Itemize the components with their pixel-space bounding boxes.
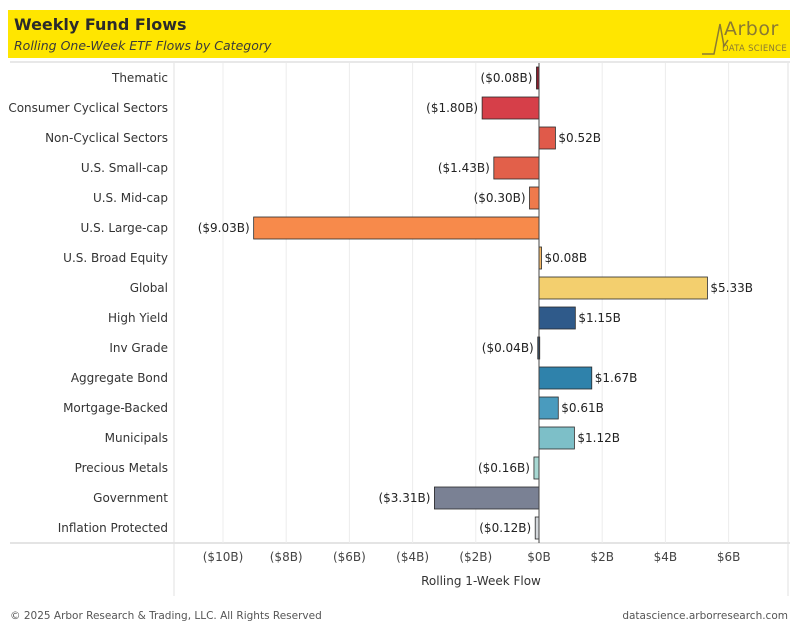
data-label: $0.52B (558, 131, 601, 145)
data-label: ($0.04B) (482, 341, 534, 355)
data-label: $5.33B (710, 281, 753, 295)
bar (481, 96, 540, 120)
bar (538, 366, 593, 390)
category-label: Global (130, 281, 168, 295)
data-label: $1.15B (578, 311, 621, 325)
category-label: Precious Metals (75, 461, 168, 475)
x-tick-label: ($10B) (203, 550, 244, 564)
x-tick-label: $4B (654, 550, 678, 564)
data-label: ($0.30B) (474, 191, 526, 205)
data-label: ($1.43B) (438, 161, 490, 175)
x-tick-label: ($6B) (333, 550, 366, 564)
category-label: Municipals (105, 431, 168, 445)
bar (533, 456, 540, 480)
category-label: U.S. Large-cap (80, 221, 168, 235)
chart-title: Weekly Fund Flows (14, 15, 187, 34)
category-label: High Yield (108, 311, 168, 325)
data-label: ($0.12B) (479, 521, 531, 535)
data-label: ($3.31B) (378, 491, 430, 505)
bar (434, 486, 540, 510)
x-axis-title: Rolling 1-Week Flow (421, 574, 541, 588)
category-label: Inv Grade (109, 341, 168, 355)
arbor-logo-icon (702, 23, 729, 55)
category-label: U.S. Mid-cap (93, 191, 168, 205)
category-label: U.S. Broad Equity (63, 251, 168, 265)
footer-site-link[interactable]: datascience.arborresearch.com (622, 610, 788, 622)
x-tick-label: ($8B) (270, 550, 303, 564)
x-tick-label: $0B (527, 550, 551, 564)
bar (253, 216, 540, 240)
category-label: Government (93, 491, 168, 505)
bar (538, 306, 576, 330)
x-tick-label: ($4B) (396, 550, 429, 564)
category-label: Inflation Protected (58, 521, 168, 535)
data-label: $1.12B (577, 431, 620, 445)
footer-copyright: © 2025 Arbor Research & Trading, LLC. Al… (10, 610, 322, 622)
header-banner: Weekly Fund Flows Rolling One-Week ETF F… (8, 10, 790, 58)
data-label: ($0.16B) (478, 461, 530, 475)
bar (538, 126, 556, 150)
category-label: U.S. Small-cap (81, 161, 168, 175)
data-label: ($1.80B) (426, 101, 478, 115)
x-tick-label: $2B (590, 550, 614, 564)
bar (534, 516, 540, 540)
bar (538, 396, 559, 420)
data-label: $1.67B (595, 371, 638, 385)
category-label: Non-Cyclical Sectors (45, 131, 168, 145)
x-tick-label: ($2B) (459, 550, 492, 564)
x-tick-label: $6B (717, 550, 741, 564)
logo-subtitle: DATA SCIENCE (722, 44, 788, 54)
category-label: Aggregate Bond (71, 371, 168, 385)
chart-subtitle: Rolling One-Week ETF Flows by Category (14, 38, 272, 53)
data-label: ($9.03B) (198, 221, 250, 235)
bar (529, 186, 540, 210)
data-label: $0.08B (545, 251, 588, 265)
logo-wordmark: Arbor (724, 18, 779, 40)
category-label: Consumer Cyclical Sectors (8, 101, 168, 115)
bar (493, 156, 540, 180)
bar (538, 426, 575, 450)
bar-chart: Thematic ($0.08B) Consumer Cyclical Sector… (8, 61, 790, 596)
category-label: Mortgage-Backed (63, 401, 168, 415)
bar (538, 276, 708, 300)
data-label: $0.61B (561, 401, 604, 415)
category-label: Thematic (111, 71, 168, 85)
data-label: ($0.08B) (481, 71, 533, 85)
